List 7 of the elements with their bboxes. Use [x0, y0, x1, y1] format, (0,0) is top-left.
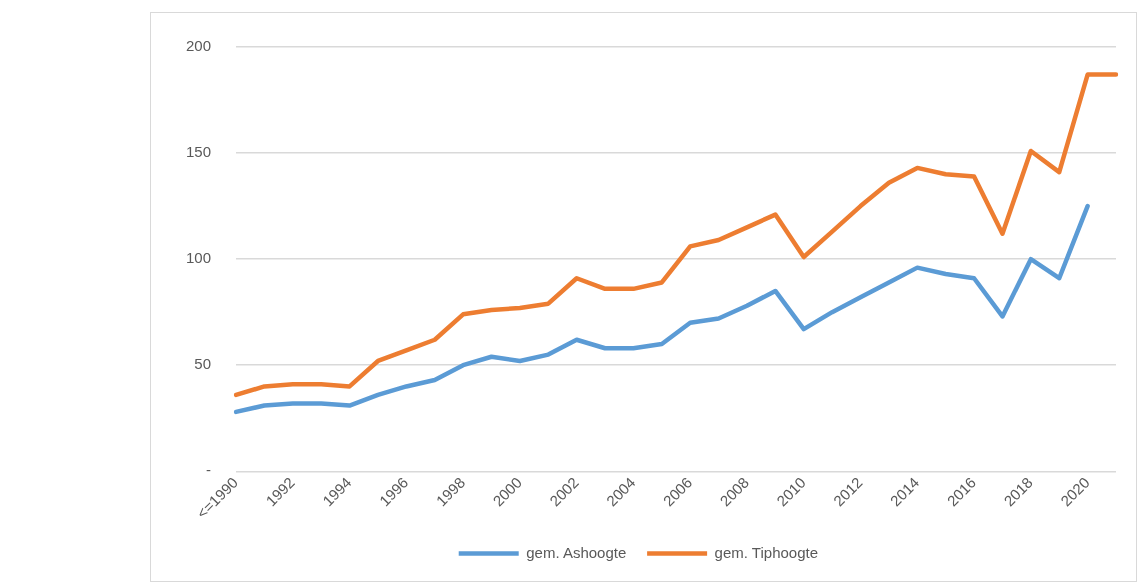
legend-label: gem. Tiphoogte — [714, 543, 819, 561]
legend-label: gem. Ashoogte — [526, 543, 627, 561]
y-tick-label: 150 — [186, 143, 212, 161]
y-tick-label: 50 — [194, 355, 212, 373]
y-tick-label: - — [206, 461, 212, 479]
y-tick-label: 100 — [186, 249, 212, 267]
y-tick-label: 200 — [186, 37, 212, 55]
